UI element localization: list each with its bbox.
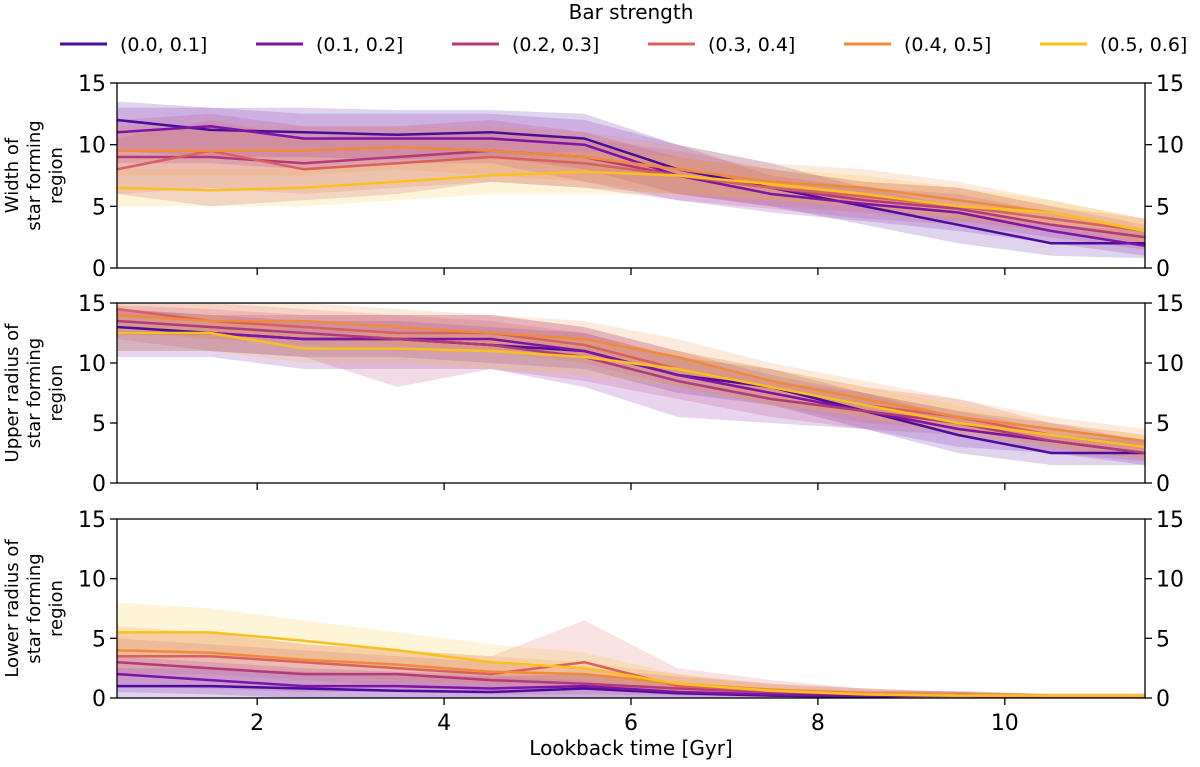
series-line	[117, 145, 1145, 233]
y-tick-label-left: 5	[92, 627, 106, 652]
x-tick-label: 6	[624, 711, 638, 736]
series-band	[117, 620, 1145, 698]
y-tick-label-left: 10	[78, 568, 106, 593]
panel-plot-area	[117, 101, 1145, 259]
y-tick-label-left: 10	[78, 134, 106, 159]
series-band	[117, 126, 1145, 244]
series-band	[117, 150, 1145, 244]
series-band	[117, 315, 1145, 459]
x-axis-label: Lookback time [Gyr]	[529, 736, 732, 760]
legend-label: (0.1, 0.2]	[316, 34, 403, 56]
series-line	[117, 631, 1145, 697]
panel-plot-area	[117, 303, 1145, 465]
panel-2: 0 0 5 5 10 10 15 15 Upper radius of star forming r…	[2, 292, 1184, 497]
y-axis-label-line: region	[46, 580, 67, 637]
y-axis-label-line: star forming	[24, 553, 45, 663]
legend-label: (0.3, 0.4]	[708, 34, 795, 56]
y-tick-label-left: 0	[92, 687, 106, 712]
y-tick-label-right: 10	[1156, 352, 1184, 377]
series-line	[117, 149, 1145, 239]
y-tick-label-right: 15	[1156, 72, 1184, 97]
y-axis-label-line: region	[46, 147, 67, 204]
y-tick-label-left: 10	[78, 352, 106, 377]
x-tick-label: 4	[437, 711, 451, 736]
y-tick-label-right: 15	[1156, 292, 1184, 317]
y-tick-label-right: 5	[1156, 195, 1170, 220]
series-line	[117, 331, 1145, 449]
y-tick-label-right: 10	[1156, 568, 1184, 593]
series-band	[117, 305, 1145, 462]
series-band	[117, 101, 1145, 259]
series-band	[117, 656, 1145, 698]
panel-1: 0 0 5 5 10 10 15 15 Width of star forming region	[2, 72, 1184, 282]
y-axis-label-line: Upper radius of	[2, 323, 23, 463]
panel-plot-area	[117, 602, 1145, 698]
panel-3: 2 4 6 8 10 0 0 5 5 10 10 15 15 Lower radius of star fo…	[2, 508, 1184, 736]
series-band	[117, 120, 1145, 244]
y-axis-label-line: Lower radius of	[2, 539, 23, 678]
y-tick-label-left: 0	[92, 472, 106, 497]
x-tick-label: 10	[991, 711, 1019, 736]
y-tick-label-right: 15	[1156, 508, 1184, 533]
y-tick-label-right: 0	[1156, 472, 1170, 497]
y-tick-label-left: 15	[78, 292, 106, 317]
y-tick-label-left: 0	[92, 257, 106, 282]
series-line	[117, 313, 1145, 443]
x-tick-label: 8	[811, 711, 825, 736]
series-band	[117, 638, 1145, 698]
y-tick-label-right: 5	[1156, 627, 1170, 652]
y-axis-label-line: Width of	[2, 137, 23, 213]
series-band	[117, 107, 1145, 256]
legend-label: (0.2, 0.3]	[512, 34, 599, 56]
y-tick-label-left: 5	[92, 195, 106, 220]
legend: Bar strength (0.0, 0.1] (0.1, 0.2] (0.2, 0…	[60, 0, 1187, 56]
y-axis-label-line: region	[46, 365, 67, 422]
x-tick-label: 2	[250, 711, 264, 736]
y-tick-label-left: 15	[78, 508, 106, 533]
series-line	[117, 124, 1145, 248]
y-axis-label-line: star forming	[24, 338, 45, 448]
y-axis-label-line: star forming	[24, 120, 45, 230]
y-tick-label-right: 10	[1156, 134, 1184, 159]
legend-label: (0.4, 0.5]	[904, 34, 991, 56]
y-tick-label-left: 15	[78, 72, 106, 97]
legend-title: Bar strength	[569, 0, 694, 24]
y-tick-label-right: 0	[1156, 257, 1170, 282]
y-tick-label-right: 5	[1156, 412, 1170, 437]
y-tick-label-left: 5	[92, 412, 106, 437]
legend-label: (0.5, 0.6]	[1100, 34, 1187, 56]
series-line	[117, 118, 1145, 245]
series-line	[117, 170, 1145, 233]
y-tick-label-right: 0	[1156, 687, 1170, 712]
legend-label: (0.0, 0.1]	[120, 34, 207, 56]
series-band	[117, 303, 1145, 459]
